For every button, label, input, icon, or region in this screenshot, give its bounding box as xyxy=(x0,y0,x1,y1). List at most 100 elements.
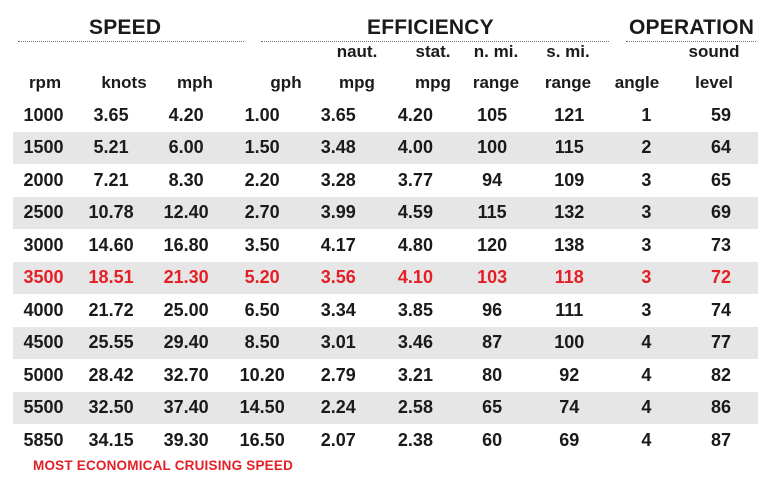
group-title-speed: SPEED xyxy=(89,16,162,39)
table-cell: 100 xyxy=(529,326,609,359)
table-row: 4000 21.72 25.00 6.50 3.34 3.85 96 111 3 74 xyxy=(13,294,758,327)
table-cell: 87 xyxy=(710,429,731,450)
table-cell: 3.46 xyxy=(376,326,455,359)
table-cell: 4.17 xyxy=(320,234,356,255)
column-header-bottom-0: rpm xyxy=(28,73,62,92)
table-cell: 2500 xyxy=(13,196,75,229)
table-cell: 82 xyxy=(710,364,731,385)
performance-table: 1000 3.65 4.20 1.00 3.65 4.20 105 121 1 59 1500 5.2… xyxy=(13,99,758,457)
table-cell: 65 xyxy=(454,391,530,424)
table-cell: 87 xyxy=(454,326,530,359)
table-cell: 6.50 xyxy=(244,299,280,320)
table-cell: 5000 xyxy=(23,364,64,385)
table-cell: 74 xyxy=(529,391,609,424)
table-cell: 65 xyxy=(710,169,731,190)
table-cell: 86 xyxy=(683,391,758,424)
table-cell: 3.56 xyxy=(300,261,377,294)
column-header-top-4: naut. xyxy=(336,42,378,61)
table-cell: 3.65 xyxy=(320,104,356,125)
table-cell: 2000 xyxy=(23,169,64,190)
table-cell: 69 xyxy=(559,429,580,450)
table-cell: 4.80 xyxy=(397,234,433,255)
table-cell: 105 xyxy=(477,104,508,125)
table-cell: 3.85 xyxy=(397,299,433,320)
table-cell: 2.38 xyxy=(397,429,433,450)
table-cell: 100 xyxy=(454,131,530,164)
table-cell: 1000 xyxy=(23,104,64,125)
table-cell: 3500 xyxy=(13,261,75,294)
table-row: 1500 5.21 6.00 1.50 3.48 4.00 100 115 2 64 xyxy=(13,131,758,164)
table-cell: 3.77 xyxy=(397,169,433,190)
table-cell: 3 xyxy=(641,234,652,255)
table-cell: 4 xyxy=(641,429,652,450)
table-cell: 120 xyxy=(477,234,508,255)
column-header-bottom-5: mpg xyxy=(415,73,451,92)
column-header-top-6: n. mi. xyxy=(473,42,519,61)
table-cell: 29.40 xyxy=(148,326,225,359)
table-cell: 3.65 xyxy=(93,104,129,125)
table-row: 2000 7.21 8.30 2.20 3.28 3.77 94 109 3 65 xyxy=(13,164,758,197)
table-cell: 34.15 xyxy=(88,429,134,450)
column-header-bottom-2: mph xyxy=(177,73,213,92)
column-header-bottom-8: angle xyxy=(614,73,660,92)
group-title-operation: OPERATION xyxy=(629,16,755,39)
table-body: 1000 3.65 4.20 1.00 3.65 4.20 105 121 1 59 1500 5.2… xyxy=(13,99,758,457)
table-cell: 12.40 xyxy=(148,196,225,229)
table-cell: 59 xyxy=(710,104,731,125)
table-cell: 5.21 xyxy=(74,131,149,164)
table-cell: 37.40 xyxy=(148,391,225,424)
table-cell: 118 xyxy=(529,261,609,294)
column-header-bottom-4: mpg xyxy=(339,73,375,92)
group-divider-efficiency xyxy=(261,41,609,42)
table-cell: 2.24 xyxy=(300,391,377,424)
table-cell: 2 xyxy=(608,131,684,164)
table-cell: 103 xyxy=(454,261,530,294)
table-cell: 3 xyxy=(608,261,684,294)
table-row: 4500 25.55 29.40 8.50 3.01 3.46 87 100 4 77 xyxy=(13,326,758,359)
table-cell: 4.10 xyxy=(376,261,455,294)
table-cell: 3.50 xyxy=(244,234,280,255)
table-row: 3000 14.60 16.80 3.50 4.17 4.80 120 138 3 73 xyxy=(13,229,758,262)
table-row: 5850 34.15 39.30 16.50 2.07 2.38 60 69 4 87 xyxy=(13,424,758,457)
table-cell: 96 xyxy=(482,299,503,320)
table-cell: 39.30 xyxy=(163,429,209,450)
table-cell: 64 xyxy=(683,131,758,164)
table-cell: 7.21 xyxy=(93,169,129,190)
table-cell: 4.20 xyxy=(397,104,433,125)
table-cell: 3 xyxy=(641,169,652,190)
table-cell: 4.20 xyxy=(168,104,204,125)
table-cell: 6.00 xyxy=(148,131,225,164)
table-cell: 3.28 xyxy=(320,169,356,190)
column-header-top-9: sound xyxy=(688,42,740,61)
table-cell: 72 xyxy=(683,261,758,294)
group-title-efficiency: EFFICIENCY xyxy=(367,16,494,39)
table-cell: 115 xyxy=(454,196,530,229)
table-cell: 8.30 xyxy=(168,169,204,190)
table-cell: 4 xyxy=(608,326,684,359)
table-cell: 32.70 xyxy=(163,364,209,385)
table-cell: 3 xyxy=(608,196,684,229)
table-row-highlighted: 3500 18.51 21.30 5.20 3.56 4.10 103 118 3 72 xyxy=(13,261,758,294)
table-cell: 5500 xyxy=(13,391,75,424)
table-cell: 92 xyxy=(559,364,580,385)
group-divider-operation xyxy=(626,41,756,42)
table-cell: 2.07 xyxy=(320,429,356,450)
table-cell: 2.79 xyxy=(320,364,356,385)
table-cell: 69 xyxy=(683,196,758,229)
table-cell: 77 xyxy=(683,326,758,359)
table-cell: 115 xyxy=(529,131,609,164)
table-cell: 14.60 xyxy=(88,234,134,255)
table-cell: 4.00 xyxy=(376,131,455,164)
table-cell: 132 xyxy=(529,196,609,229)
table-cell: 3.21 xyxy=(397,364,433,385)
table-cell: 21.30 xyxy=(148,261,225,294)
table-cell: 18.51 xyxy=(74,261,149,294)
footnote: MOST ECONOMICAL CRUISING SPEED xyxy=(33,458,294,473)
column-header-top-7: s. mi. xyxy=(546,42,590,61)
table-cell: 73 xyxy=(710,234,731,255)
table-cell: 60 xyxy=(482,429,503,450)
table-cell: 28.42 xyxy=(88,364,134,385)
column-header-bottom-1: knots xyxy=(101,73,147,92)
table-cell: 1 xyxy=(641,104,652,125)
table-cell: 10.20 xyxy=(239,364,285,385)
